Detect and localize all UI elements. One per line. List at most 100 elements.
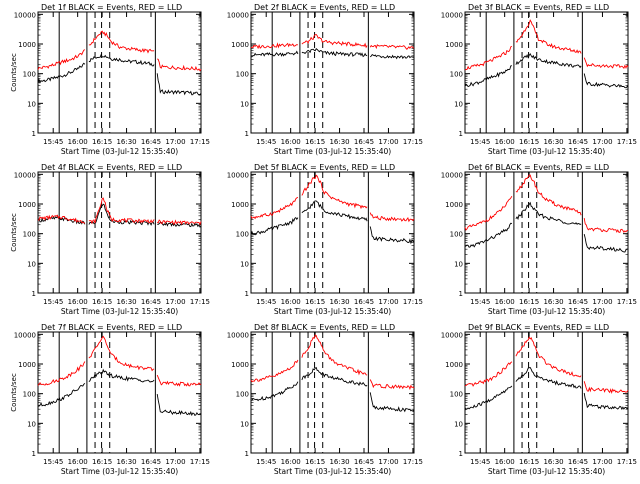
- x-tick-label: 16:00: [281, 298, 301, 306]
- y-tick-label: 10000: [441, 11, 463, 19]
- x-axis-label: Start Time (03-Jul-12 15:35:40): [274, 307, 391, 316]
- x-tick-label: 17:00: [592, 458, 612, 466]
- plot-frame: [250, 331, 415, 454]
- x-tick-label: 16:45: [141, 298, 161, 306]
- y-tick-label: 1: [32, 130, 36, 138]
- series-line-events: [464, 53, 629, 89]
- x-tick-label: 15:45: [470, 138, 490, 146]
- y-tick-label: 1000: [18, 201, 36, 209]
- series-line-lld: [464, 336, 629, 394]
- chart-panel-8: Det 8f BLACK = Events, RED = LLD 1 10 100 10…: [227, 323, 423, 476]
- x-tick-label: 16:30: [329, 458, 349, 466]
- x-tick-label: 16:30: [543, 138, 563, 146]
- series-line-lld: [250, 334, 415, 391]
- x-tick-label: 16:45: [354, 298, 374, 306]
- x-tick-label: 17:15: [617, 138, 637, 146]
- chart-title: Det 4f BLACK = Events, RED = LLD: [41, 163, 182, 172]
- chart-panel-9: Det 9f BLACK = Events, RED = LLD 1 10 100 10…: [441, 323, 637, 476]
- x-tick-label: 15:45: [43, 298, 63, 306]
- y-tick-label: 100: [450, 71, 463, 79]
- chart-panel-1: Det 1f BLACK = Events, RED = LLD 1 10 100 10…: [10, 3, 210, 156]
- x-tick-label: 16:15: [92, 458, 112, 466]
- x-tick-label: 16:45: [141, 458, 161, 466]
- x-axis-label: Start Time (03-Jul-12 15:35:40): [274, 147, 391, 156]
- x-tick-label: 16:15: [92, 298, 112, 306]
- x-tick-label: 17:00: [165, 138, 185, 146]
- x-tick-label: 16:45: [354, 458, 374, 466]
- y-tick-label: 1000: [445, 201, 463, 209]
- x-axis-label: Start Time (03-Jul-12 15:35:40): [488, 467, 605, 476]
- y-tick-label: 1000: [445, 361, 463, 369]
- series-line-lld: [250, 174, 415, 223]
- series-line-events: [37, 368, 202, 417]
- y-tick-label: 10000: [227, 171, 249, 179]
- x-tick-label: 16:00: [495, 298, 515, 306]
- x-axis-label: Start Time (03-Jul-12 15:35:40): [61, 147, 178, 156]
- chart-title: Det 3f BLACK = Events, RED = LLD: [468, 3, 609, 12]
- y-tick-label: 1: [245, 290, 249, 298]
- x-tick-label: 17:00: [378, 458, 398, 466]
- x-tick-label: 15:45: [43, 138, 63, 146]
- x-tick-label: 16:45: [568, 138, 588, 146]
- chart-panel-4: Det 4f BLACK = Events, RED = LLD 1 10 100 10…: [10, 163, 210, 316]
- x-tick-label: 15:45: [256, 298, 276, 306]
- plot-frame: [464, 11, 629, 134]
- y-tick-label: 100: [23, 391, 36, 399]
- plot-frame: [250, 171, 415, 294]
- y-tick-label: 10: [454, 260, 463, 268]
- x-tick-label: 16:45: [568, 458, 588, 466]
- y-tick-label: 1: [245, 130, 249, 138]
- y-tick-label: 1000: [18, 361, 36, 369]
- x-tick-label: 17:00: [378, 138, 398, 146]
- x-tick-label: 16:00: [495, 138, 515, 146]
- plot-frame: [464, 171, 629, 294]
- y-tick-label: 10: [27, 100, 36, 108]
- x-tick-label: 17:15: [190, 138, 210, 146]
- plot-frame: [464, 331, 629, 454]
- y-tick-label: 10000: [14, 11, 36, 19]
- y-tick-label: 1: [459, 290, 463, 298]
- series-line-lld: [37, 30, 202, 72]
- y-tick-label: 1: [459, 130, 463, 138]
- chart-panel-3: Det 3f BLACK = Events, RED = LLD 1 10 100 10…: [441, 3, 637, 156]
- x-axis-label: Start Time (03-Jul-12 15:35:40): [488, 307, 605, 316]
- y-tick-label: 10000: [441, 331, 463, 339]
- x-tick-label: 17:15: [403, 138, 423, 146]
- series-line-lld: [38, 197, 202, 226]
- x-tick-label: 17:15: [190, 298, 210, 306]
- x-tick-label: 17:00: [165, 458, 185, 466]
- y-tick-label: 1: [245, 450, 249, 458]
- y-tick-label: 10: [454, 100, 463, 108]
- x-tick-label: 17:15: [403, 298, 423, 306]
- x-tick-label: 16:30: [543, 458, 563, 466]
- y-tick-label: 10000: [227, 11, 249, 19]
- x-axis-label: Start Time (03-Jul-12 15:35:40): [61, 307, 178, 316]
- x-axis-label: Start Time (03-Jul-12 15:35:40): [274, 467, 391, 476]
- x-tick-label: 16:15: [519, 458, 539, 466]
- x-tick-label: 16:00: [281, 458, 301, 466]
- chart-panel-7: Det 7f BLACK = Events, RED = LLD 1 10 100 10…: [10, 323, 210, 476]
- x-tick-label: 16:45: [568, 298, 588, 306]
- y-tick-label: 1: [459, 450, 463, 458]
- x-tick-label: 16:30: [116, 298, 136, 306]
- y-tick-label: 100: [236, 231, 249, 239]
- x-tick-label: 17:00: [378, 298, 398, 306]
- chart-panel-6: Det 6f BLACK = Events, RED = LLD 1 10 100 10…: [441, 163, 637, 316]
- chart-title: Det 5f BLACK = Events, RED = LLD: [254, 163, 395, 172]
- y-axis-label: Counts/sec: [10, 53, 18, 92]
- x-tick-label: 16:00: [68, 298, 88, 306]
- chart-title: Det 2f BLACK = Events, RED = LLD: [254, 3, 395, 12]
- x-tick-label: 15:45: [256, 458, 276, 466]
- series-line-lld: [464, 19, 629, 71]
- x-tick-label: 16:15: [92, 138, 112, 146]
- x-tick-label: 17:15: [403, 458, 423, 466]
- y-tick-label: 10000: [227, 331, 249, 339]
- y-tick-label: 1000: [231, 41, 249, 49]
- y-tick-label: 100: [236, 71, 249, 79]
- x-tick-label: 16:30: [116, 138, 136, 146]
- chart-title: Det 8f BLACK = Events, RED = LLD: [254, 323, 395, 332]
- series-line-events: [464, 366, 629, 411]
- y-tick-label: 10: [240, 260, 249, 268]
- chart-panel-2: Det 2f BLACK = Events, RED = LLD 1 10 100 10…: [227, 3, 423, 156]
- x-axis-label: Start Time (03-Jul-12 15:35:40): [61, 467, 178, 476]
